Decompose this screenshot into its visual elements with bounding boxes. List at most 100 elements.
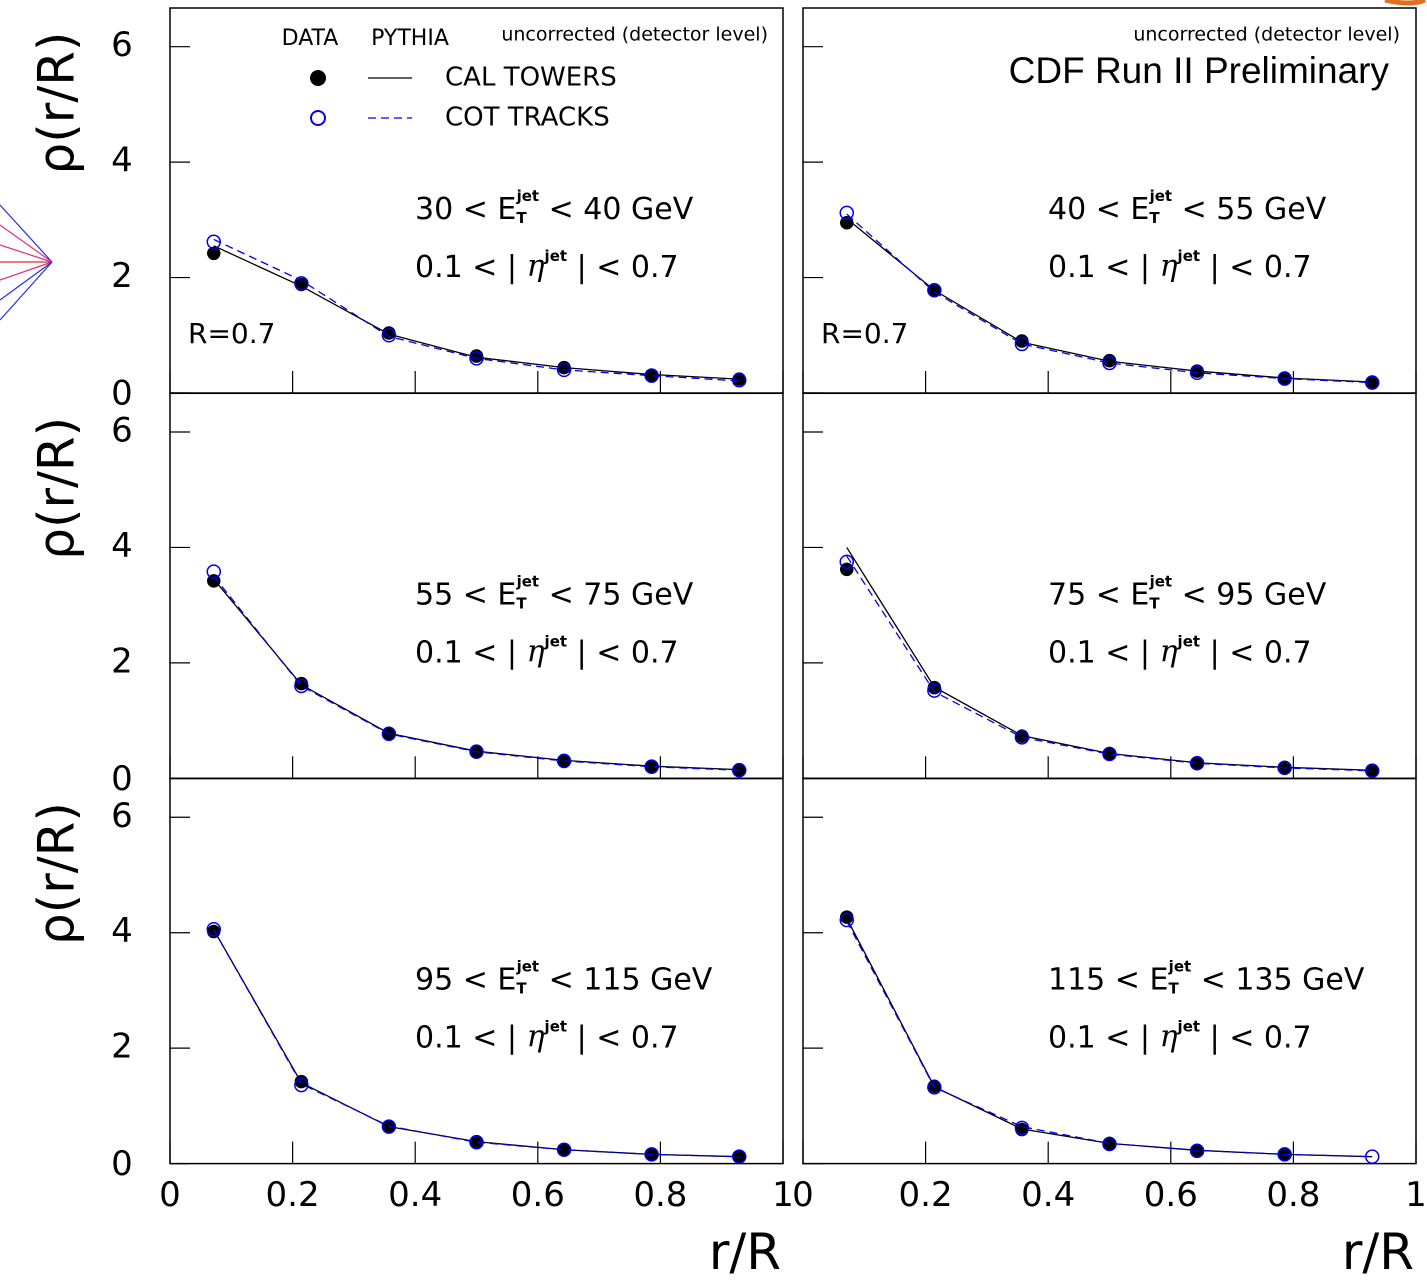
label-part: | < 0.7 (1200, 250, 1312, 285)
data-point (1364, 1149, 1380, 1164)
y-tick-label: 6 (111, 25, 133, 65)
label-part: jet (516, 957, 540, 975)
label-part: η (1160, 1020, 1178, 1055)
label-part: 40 < E (1048, 192, 1149, 227)
note: uncorrected (detector level) (1133, 24, 1400, 46)
data-point (1102, 355, 1117, 371)
decoration (0, 0, 1426, 321)
label-part: jet (516, 187, 540, 205)
panel-frame (802, 777, 1417, 1165)
legend-marker (310, 110, 326, 126)
data-point (840, 562, 854, 577)
y-tick-label: 6 (111, 410, 133, 450)
label-part: η (1160, 249, 1178, 284)
r-label: R=0.7 (821, 317, 908, 350)
legend-header: DATA (282, 26, 339, 51)
panel-label: 0.1 < | ηjet | < 0.7 (1048, 247, 1312, 285)
label-part: < 40 GeV (539, 192, 694, 227)
label-part: jet (516, 572, 540, 590)
x-tick-label: 0.8 (633, 1175, 687, 1215)
chart-title: CDF Run II Preliminary (1009, 50, 1390, 91)
pythia-curve (213, 238, 740, 382)
data-point (1277, 371, 1292, 386)
data-point (469, 744, 484, 759)
label-part: 0.1 < | (1048, 1020, 1160, 1055)
x-tick-label: 0 (159, 1175, 181, 1215)
x-tick-label: 0.2 (899, 1175, 953, 1215)
data-point (1102, 1136, 1117, 1152)
panel-label: 30 < ETjet < 40 GeV (415, 187, 694, 227)
label-part: 95 < E (415, 962, 516, 997)
x-tick-label: 0.8 (1266, 1175, 1320, 1215)
data-point (1189, 365, 1205, 381)
data-point (1364, 375, 1380, 390)
y-tick-label: 4 (111, 526, 133, 566)
data-point (1189, 756, 1205, 771)
label-part: 30 < E (415, 192, 516, 227)
label-part: jet (1149, 572, 1173, 590)
legend-header: PYTHIA (371, 26, 449, 51)
y-tick-label: 2 (111, 1027, 133, 1067)
label-part: 0.1 < | (1048, 250, 1160, 285)
data-point (927, 683, 942, 698)
y-tick-label: 4 (111, 141, 133, 181)
data-point (294, 678, 309, 694)
label-part: jet (544, 632, 568, 650)
data-point (927, 283, 942, 298)
panel-label: 0.1 < | ηjet | < 0.7 (1048, 632, 1312, 670)
y-tick-label: 0 (111, 1144, 133, 1184)
data-point (1014, 1120, 1030, 1136)
pythia-curve (846, 213, 1373, 384)
label-part: jet (1177, 247, 1201, 265)
x-tick-label: 0.6 (511, 1175, 565, 1215)
data-point (1014, 730, 1030, 745)
data-point (1277, 760, 1292, 776)
data-point (469, 1134, 484, 1150)
data-point (556, 753, 572, 769)
data-point (206, 234, 222, 250)
panel-label: 0.1 < | ηjet | < 0.7 (415, 1017, 679, 1055)
data-point (1364, 763, 1380, 779)
label-part: η (527, 634, 545, 669)
data-point (839, 912, 855, 928)
data-point (839, 554, 855, 570)
label-part: T (1149, 594, 1160, 612)
data-point (731, 762, 747, 778)
label-part: < 75 GeV (539, 577, 694, 612)
label-part: | < 0.7 (1200, 1020, 1312, 1055)
label-part: | < 0.7 (567, 1020, 679, 1055)
data-point (644, 368, 659, 383)
y-axis-label: ρ(r/R) (28, 417, 86, 560)
data-point (556, 1142, 572, 1157)
x-axis-label: r/R (1342, 1223, 1414, 1281)
x-tick-label: 1 (1405, 1175, 1427, 1215)
data-point (927, 1080, 942, 1095)
data-point (381, 1119, 397, 1134)
x-tick-label: 0 (792, 1175, 814, 1215)
label-part: T (516, 594, 527, 612)
label-part: η (1160, 634, 1178, 669)
label-part: | < 0.7 (1200, 635, 1312, 670)
x-tick-label: 0.2 (266, 1175, 320, 1215)
data-point (644, 759, 659, 775)
y-tick-label: 0 (111, 374, 133, 414)
pythia-curve (846, 555, 1373, 772)
data-point (644, 1147, 659, 1162)
panel-frame (169, 777, 784, 1165)
label-part: 0.1 < | (415, 1020, 527, 1055)
y-axis-label: ρ(r/R) (28, 32, 86, 175)
data-point (207, 246, 221, 261)
data-point (469, 351, 484, 366)
panel-label: 115 < ETjet < 135 GeV (1048, 957, 1365, 997)
label-part: jet (1168, 957, 1192, 975)
data-point (1014, 336, 1030, 352)
legend-label: COT TRACKS (445, 103, 610, 133)
r-label: R=0.7 (188, 317, 275, 350)
x-tick-label: 1 (772, 1175, 794, 1215)
label-part: jet (1149, 187, 1173, 205)
label-part: < 115 GeV (539, 962, 713, 997)
y-tick-label: 2 (111, 256, 133, 296)
data-point (840, 215, 854, 230)
label-part: T (1168, 979, 1179, 997)
panel-label: 95 < ETjet < 115 GeV (415, 957, 713, 997)
